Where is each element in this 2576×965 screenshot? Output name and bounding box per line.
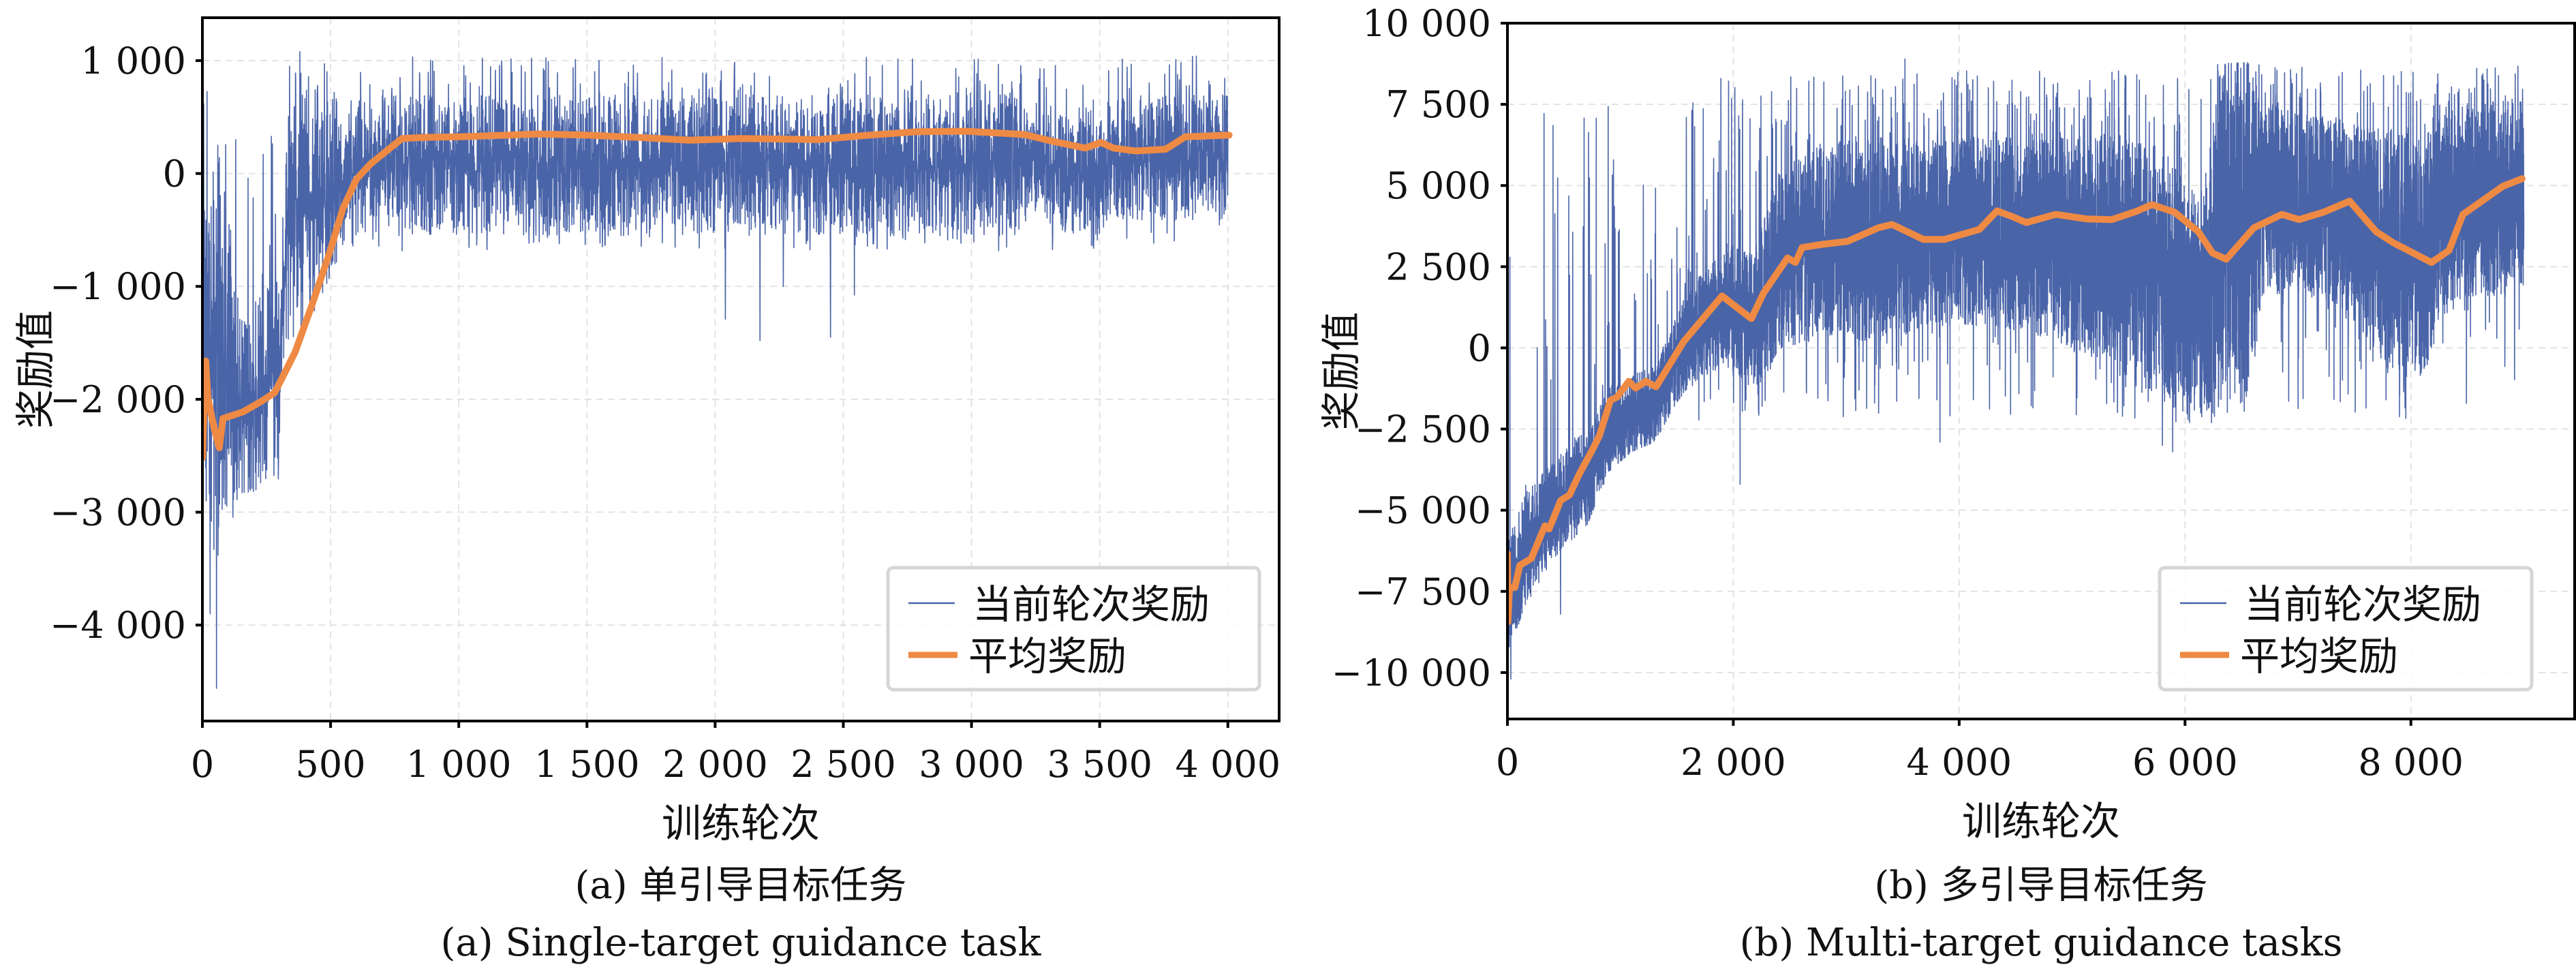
panel-b-y-tick-label-7: −7 500 [1355,570,1491,613]
panel-b-y-ticks: 10 000 7 500 5 000 2 500 0 −2 500 −5 000 −7 500… [1332,2,1507,694]
panel-a-x-tick-label-1: 500 [296,743,366,786]
panel-b-y-tick-label-3: 2 500 [1385,245,1491,288]
panel-b-average-reward-line [1507,175,2526,626]
panel-a-x-tick-label-7: 3 500 [1047,743,1152,786]
panel-a-x-axis-label: 训练轮次 [662,800,820,846]
panel-b-legend-label-episode-reward: 当前轮次奖励 [2244,581,2481,628]
panel-b-x-tick-label-0: 0 [1496,741,1519,784]
panel-a-y-tick-label-0: 1 000 [80,40,186,82]
panel-b-x-axis-label: 训练轮次 [1962,798,2120,844]
panel-b-y-axis-label: 奖励值 [1318,311,1364,430]
panel-b-x-tick-label-3: 6 000 [2132,741,2238,784]
panel-a-caption-english: (a) Single-target guidance task [441,921,1042,965]
panel-a-single-target: 0 500 1 000 1 500 2 000 2 500 3 000 3 500 4 000 … [12,16,1281,965]
panel-a-episode-reward-line [202,50,1229,689]
panel-b-legend-box [2158,566,2534,692]
panel-a-y-axis-label: 奖励值 [12,310,59,429]
panel-b-y-tick-label-4: 0 [1468,326,1491,369]
panel-a-x-tick-label-6: 3 000 [919,743,1024,786]
panel-a-x-tick-label-5: 2 500 [791,743,896,786]
panel-b-y-tick-label-2: 5 000 [1385,164,1491,207]
panel-b-y-tick-label-6: −5 000 [1355,489,1491,532]
panel-a-x-tick-label-0: 0 [191,743,214,786]
panel-a-legend-label-episode-reward: 当前轮次奖励 [972,581,1210,628]
panel-b-y-tick-label-8: −10 000 [1332,652,1491,694]
panel-a-y-ticks: 1 000 0 −1 000 −2 000 −3 000 −4 000 [50,40,202,647]
panel-a-y-tick-label-1: 0 [163,153,186,196]
panel-b-x-ticks: 0 2 000 4 000 6 000 8 000 [1496,719,2464,784]
panel-a-x-tick-label-3: 1 500 [534,743,640,786]
panel-b-x-tick-label-2: 4 000 [1907,741,2012,784]
panel-a-y-tick-label-4: −3 000 [50,491,186,534]
panel-a-x-tick-label-8: 4 000 [1175,743,1281,786]
panel-b-legend-label-average-reward: 平均奖励 [2240,633,2398,679]
panel-a-caption-chinese: (a) 单引导目标任务 [575,863,907,908]
panel-a-x-tick-label-2: 1 000 [406,743,512,786]
panel-b-y-tick-label-1: 7 500 [1385,83,1491,126]
panel-a-x-ticks: 0 500 1 000 1 500 2 000 2 500 3 000 3 500 4 000 [191,721,1281,786]
panel-a-legend: 当前轮次奖励 平均奖励 [886,566,1261,692]
panel-b-x-tick-label-4: 8 000 [2358,741,2464,784]
panel-b-legend: 当前轮次奖励 平均奖励 [2158,566,2534,692]
panel-b-axes-frame [1506,22,2576,720]
panel-a-legend-box [886,566,1261,692]
panel-b-multi-target: 0 2 000 4 000 6 000 8 000 10 000 7 500 5 000 2 … [1318,2,2576,965]
panel-a-y-tick-label-2: −1 000 [50,265,186,308]
panel-b-caption-chinese: (b) 多引导目标任务 [1874,863,2207,908]
panel-b-y-tick-label-5: −2 500 [1355,408,1491,451]
panel-a-y-tick-label-3: −2 000 [50,378,186,421]
panel-a-y-tick-label-5: −4 000 [50,604,186,647]
panel-a-legend-label-average-reward: 平均奖励 [968,633,1126,679]
panel-b-y-tick-label-0: 10 000 [1362,2,1491,45]
panel-a-axes-frame [201,16,1281,722]
panel-a-average-reward-line [202,127,1233,461]
panel-b-x-tick-label-1: 2 000 [1681,741,1786,784]
panel-a-x-tick-label-4: 2 000 [662,743,768,786]
panel-b-caption-english: (b) Multi-target guidance tasks [1740,921,2343,965]
